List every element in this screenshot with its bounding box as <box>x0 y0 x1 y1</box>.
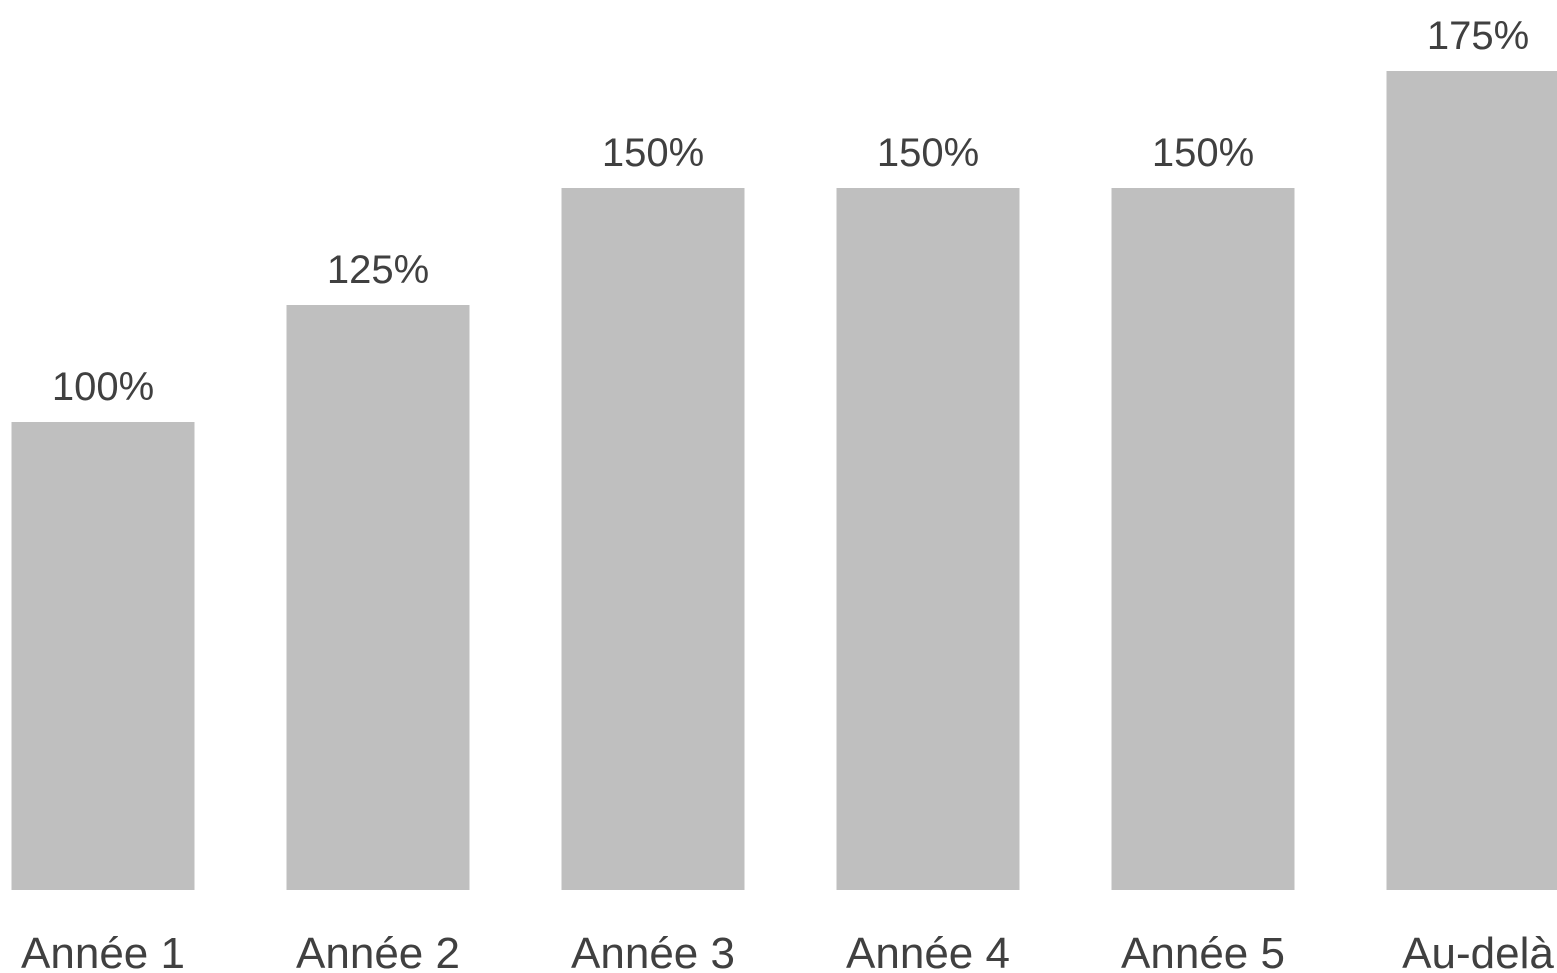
category-label-2: Année 2 <box>296 929 460 973</box>
bar-5 <box>1111 188 1295 890</box>
data-label-1: 100% <box>52 365 154 409</box>
bar-6 <box>1386 71 1557 890</box>
category-label-4: Année 4 <box>846 929 1010 973</box>
bar-2 <box>286 305 470 890</box>
bar-1 <box>11 422 195 890</box>
data-label-2: 125% <box>327 248 429 292</box>
category-label-3: Année 3 <box>571 929 735 973</box>
category-labels-group: Année 1 Année 2 Année 3 Année 4 Année 5 Au-de… <box>21 929 1554 973</box>
value-labels-group: 100% 125% 150% 150% 150% 175% <box>52 14 1529 409</box>
data-label-6: 175% <box>1427 14 1529 58</box>
category-label-1: Année 1 <box>21 929 185 973</box>
bar-3 <box>561 188 745 890</box>
data-label-5: 150% <box>1152 131 1254 175</box>
category-label-5: Année 5 <box>1121 929 1285 973</box>
category-label-6: Au-delà <box>1402 929 1554 973</box>
bar-4 <box>836 188 1020 890</box>
bars-group <box>11 71 1557 890</box>
data-label-3: 150% <box>602 131 704 175</box>
data-label-4: 150% <box>877 131 979 175</box>
